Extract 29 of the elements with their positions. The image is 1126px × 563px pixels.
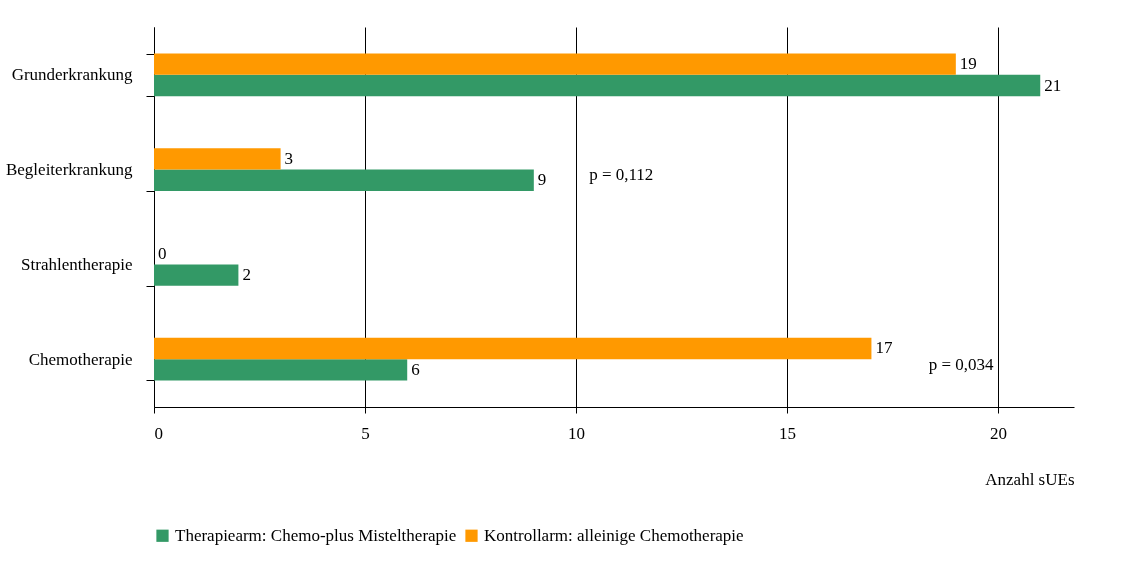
legend-label: Therapiearm: Chemo-plus Misteltherapie xyxy=(175,525,457,545)
bar xyxy=(154,264,239,286)
data-label: 9 xyxy=(537,170,547,190)
data-label: 6 xyxy=(411,359,420,379)
x-axis-title: Anzahl sUEs xyxy=(985,469,1075,489)
data-label: 17 xyxy=(875,338,893,358)
annotation: p = 0,112 xyxy=(589,165,654,185)
bar xyxy=(154,337,872,360)
data-label: 0 xyxy=(158,243,167,263)
bar xyxy=(154,169,534,191)
data-label: 2 xyxy=(242,265,251,285)
bar xyxy=(154,53,956,75)
y-tick-label: Chemotherapie xyxy=(28,349,133,369)
data-label: 3 xyxy=(284,148,294,168)
bar xyxy=(154,359,408,381)
data-label: 21 xyxy=(1044,75,1062,95)
bar xyxy=(154,148,281,170)
x-tick-label: 20 xyxy=(990,423,1008,443)
legend-label: Kontrollarm: alleinige Chemotherapie xyxy=(484,525,744,545)
y-tick-label: Begleiterkrankung xyxy=(5,160,133,180)
x-tick-label: 10 xyxy=(568,423,586,443)
x-tick-label: 0 xyxy=(154,423,163,443)
x-tick-label: 15 xyxy=(779,423,797,443)
y-tick-label: Grunderkrankung xyxy=(11,65,133,85)
bar xyxy=(154,74,1041,97)
annotation: p = 0,034 xyxy=(928,355,994,375)
y-tick-label: Strahlentherapie xyxy=(21,254,133,274)
data-label: 19 xyxy=(959,54,977,74)
x-tick-label: 5 xyxy=(361,423,370,443)
